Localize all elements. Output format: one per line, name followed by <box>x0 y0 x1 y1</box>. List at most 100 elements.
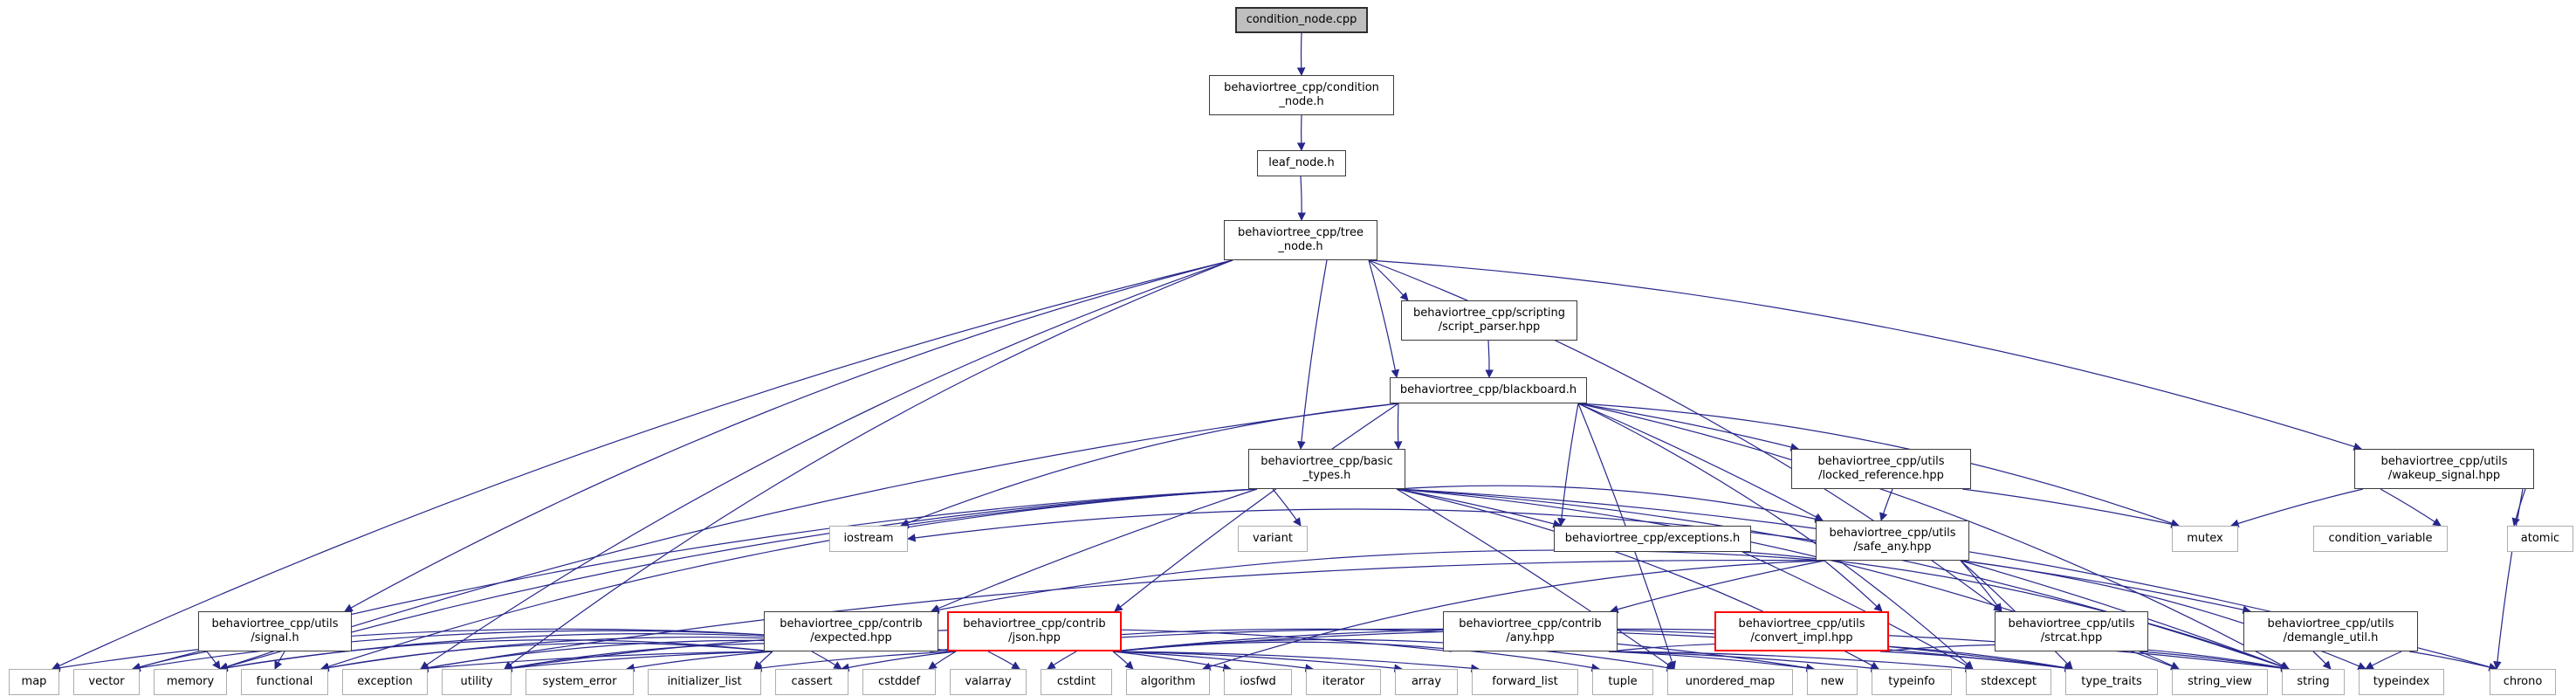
node-label: behaviortree_cpp/scripting <box>1412 307 1566 320</box>
node-label: tuple <box>1608 675 1638 689</box>
graph-node-iostream: iostream <box>829 526 908 552</box>
graph-node-initializer_list: initializer_list <box>648 669 761 695</box>
node-label: behaviortree_cpp/utils <box>1829 527 1956 541</box>
graph-node-locked_reference.hpp[interactable]: behaviortree_cpp/utils/locked_reference.… <box>1791 449 1971 489</box>
graph-node-safe_any.hpp[interactable]: behaviortree_cpp/utils/safe_any.hpp <box>1816 520 1969 561</box>
include-edge-json.hpp-to-cassert <box>841 651 957 672</box>
graph-node-wakeup_signal.hpp[interactable]: behaviortree_cpp/utils/wakeup_signal.hpp <box>2354 449 2534 489</box>
node-label: /script_parser.hpp <box>1438 320 1541 334</box>
node-label: iterator <box>1322 675 1365 689</box>
node-label: iosfwd <box>1240 675 1276 689</box>
graph-node-exception: exception <box>342 669 428 695</box>
node-label: condition_node.cpp <box>1246 13 1357 27</box>
graph-node-type_traits: type_traits <box>2065 669 2158 695</box>
include-edge-strcat.hpp-to-string <box>2139 651 2290 672</box>
include-edge-json.hpp-to-iosfwd <box>1112 651 1232 672</box>
node-label: cassert <box>791 675 833 689</box>
include-edge-safe_any.hpp-to-iostream <box>907 508 1817 542</box>
graph-node-strcat.hpp[interactable]: behaviortree_cpp/utils/strcat.hpp <box>1995 611 2148 651</box>
node-label: /strcat.hpp <box>2040 631 2103 644</box>
node-label: /locked_reference.hpp <box>1818 469 1944 482</box>
graph-node-chrono: chrono <box>2490 669 2556 695</box>
node-label: _types.h <box>1302 469 1351 482</box>
include-edge-json.hpp-to-unordered_map <box>1112 638 1675 672</box>
graph-node-atomic: atomic <box>2507 526 2573 552</box>
include-edge-script_parser.hpp-to-blackboard.h <box>1485 340 1494 378</box>
node-label: atomic <box>2520 532 2560 546</box>
include-edge-tree_node.h-to-exception <box>420 259 1233 670</box>
node-label: behaviortree_cpp/contrib <box>780 617 923 631</box>
graph-node-mutex: mutex <box>2172 526 2238 552</box>
graph-node-expected.hpp[interactable]: behaviortree_cpp/contrib/expected.hpp <box>764 611 938 651</box>
include-edge-wakeup_signal.hpp-to-atomic <box>2511 488 2526 527</box>
include-edge-any.hpp-to-stdexcept <box>1608 651 1974 673</box>
node-label: behaviortree_cpp/contrib <box>1459 617 1602 631</box>
graph-node-blackboard.h[interactable]: behaviortree_cpp/blackboard.h <box>1390 377 1587 403</box>
graph-node-memory: memory <box>154 669 227 695</box>
node-label: cstdint <box>1056 675 1096 689</box>
node-label: _node.h <box>1278 240 1323 253</box>
node-label: vector <box>88 675 125 689</box>
node-label: /demangle_util.h <box>2283 631 2379 644</box>
include-edge-tree_node.h-to-map <box>52 259 1233 670</box>
node-label: map <box>21 675 47 689</box>
node-label: typeinfo <box>1888 675 1935 689</box>
node-label: string <box>2297 675 2330 689</box>
include-edge-basic_types.h-to-variant <box>1272 488 1302 527</box>
include-edge-safe_any.hpp-to-convert_impl.hpp <box>1824 560 1883 612</box>
graph-node-convert_impl.hpp[interactable]: behaviortree_cpp/utils/convert_impl.hpp <box>1714 611 1889 651</box>
node-label: chrono <box>2503 675 2543 689</box>
node-label: forward_list <box>1492 675 1558 689</box>
graph-node-leaf_node.h[interactable]: leaf_node.h <box>1257 150 1346 176</box>
node-label: algorithm <box>1140 675 1196 689</box>
graph-node-basic_types.h[interactable]: behaviortree_cpp/basic _types.h <box>1248 449 1405 489</box>
include-edge-convert_impl.hpp-to-type_traits <box>1879 651 2073 672</box>
node-label: behaviortree_cpp/utils <box>211 617 339 631</box>
include-edge-safe_any.hpp-to-exception <box>420 559 1825 672</box>
graph-node-variant: variant <box>1238 526 1308 552</box>
node-label: behaviortree_cpp/utils <box>2008 617 2135 631</box>
graph-node-exceptions.h[interactable]: behaviortree_cpp/exceptions.h <box>1554 526 1751 552</box>
node-label: array <box>1411 675 1442 689</box>
include-edge-json.hpp-to-tuple <box>1112 641 1600 672</box>
include-edge-signal.h-to-vector <box>132 651 208 672</box>
include-edge-json.hpp-to-valarray <box>987 651 1020 670</box>
include-edge-safe_any.hpp-to-algorithm <box>1202 560 1825 671</box>
graph-node-condition_node.h[interactable]: behaviortree_cpp/condition _node.h <box>1209 75 1394 115</box>
include-edge-locked_reference.hpp-to-mutex <box>1961 488 2180 528</box>
graph-node-json.hpp[interactable]: behaviortree_cpp/contrib/json.hpp <box>947 611 1122 651</box>
graph-node-system_error: system_error <box>526 669 634 695</box>
node-label: exception <box>357 675 413 689</box>
node-label: /safe_any.hpp <box>1853 541 1932 554</box>
graph-node-demangle_util.h[interactable]: behaviortree_cpp/utils/demangle_util.h <box>2243 611 2418 651</box>
graph-node-cstddef: cstddef <box>862 669 936 695</box>
graph-node-typeinfo: typeinfo <box>1872 669 1952 695</box>
node-label: behaviortree_cpp/utils <box>1738 617 1865 631</box>
include-edge-json.hpp-to-iterator <box>1112 651 1314 672</box>
include-edge-strcat.hpp-to-string_view <box>2139 651 2180 670</box>
include-edge-expected.hpp-to-system_error <box>626 651 773 672</box>
node-label: behaviortree_cpp/contrib <box>963 617 1106 631</box>
node-label: unordered_map <box>1685 675 1776 689</box>
node-label: behaviortree_cpp/blackboard.h <box>1399 383 1577 397</box>
include-edge-signal.h-to-memory <box>206 651 221 670</box>
graph-node-typeindex: typeindex <box>2359 669 2444 695</box>
node-label: behaviortree_cpp/utils <box>2267 617 2394 631</box>
graph-node-unordered_map: unordered_map <box>1667 669 1793 695</box>
include-edge-basic_types.h-to-safe_any.hpp <box>1396 485 1824 523</box>
graph-node-iosfwd: iosfwd <box>1224 669 1292 695</box>
include-edge-tree_node.h-to-blackboard.h <box>1368 259 1400 378</box>
graph-node-any.hpp[interactable]: behaviortree_cpp/contrib/any.hpp <box>1443 611 1618 651</box>
include-edge-safe_any.hpp-to-any.hpp <box>1610 560 1825 614</box>
graph-node-script_parser.hpp[interactable]: behaviortree_cpp/scripting/script_parser… <box>1401 300 1577 341</box>
node-label: behaviortree_cpp/exceptions.h <box>1564 532 1741 546</box>
include-edge-any.hpp-to-new <box>1608 651 1815 672</box>
include-edge-demangle_util.h-to-chrono <box>2408 651 2497 672</box>
graph-node-signal.h[interactable]: behaviortree_cpp/utils/signal.h <box>198 611 352 651</box>
node-label: _node.h <box>1279 95 1324 108</box>
include-edge-blackboard.h-to-mutex <box>1577 403 2180 527</box>
include-edge-demangle_util.h-to-typeindex <box>2365 651 2402 670</box>
graph-node-tree_node.h[interactable]: behaviortree_cpp/tree _node.h <box>1224 220 1377 260</box>
include-edge-any.hpp-to-typeinfo <box>1608 651 1879 672</box>
